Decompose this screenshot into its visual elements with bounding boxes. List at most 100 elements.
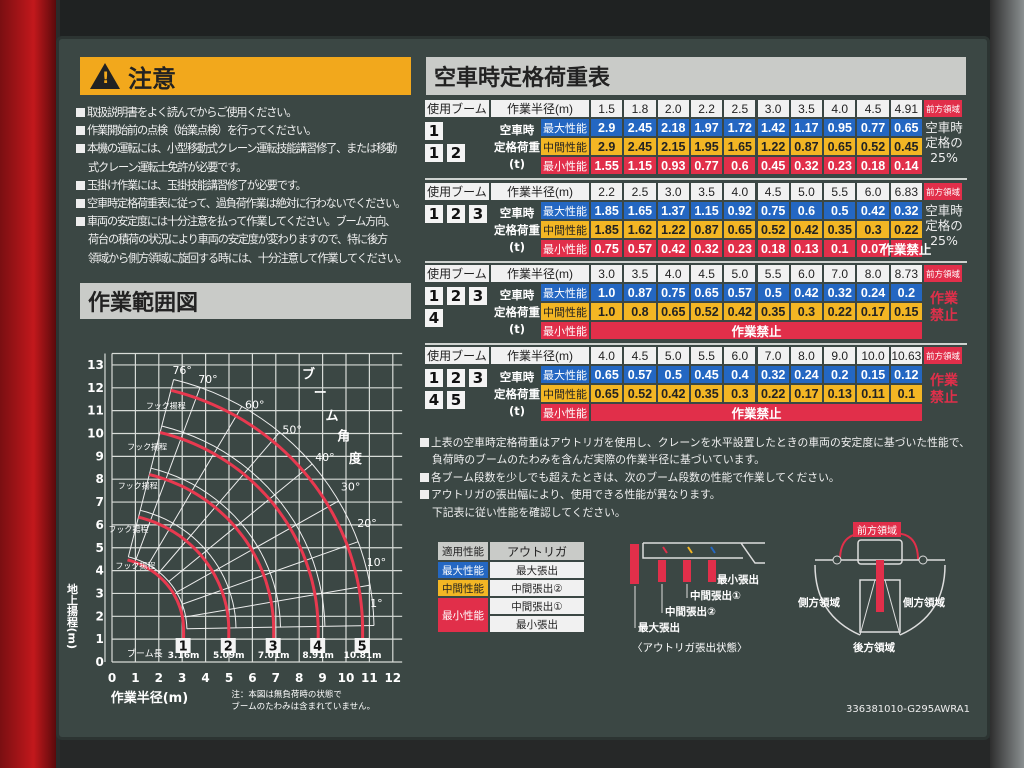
perf-label-mid: 中間性能: [541, 221, 589, 238]
load-value-mid: 0.42: [657, 385, 689, 402]
load-value-max: 0.5: [824, 202, 856, 219]
load-value-mid: 0.35: [757, 303, 789, 320]
load-value-max: 1.37: [657, 202, 689, 219]
radius-cell: 2.0: [657, 100, 689, 117]
warning-list: 取扱説明書をよく読んでからご使用ください。 作業開始前の点検（始業点検）を行って…: [76, 104, 416, 268]
radius-cell: 7.0: [757, 347, 789, 364]
load-value-mid: 0.22: [890, 221, 922, 238]
warning-item: 空車時定格荷重表に従って、過負荷作業は絶対に行わないでください。: [76, 195, 416, 213]
angle-label: 20°: [357, 517, 377, 530]
outrigger-label-max: 最大張出: [638, 622, 680, 634]
load-value-mid: 0.65: [657, 303, 689, 320]
warning-item-cont: 式クレーン運転士免許が必要です。: [88, 160, 247, 174]
load-value-max: 0.65: [591, 366, 623, 383]
boom-length: 5.09m: [213, 651, 245, 661]
radius-cell: 8.0: [790, 347, 823, 364]
legend-header-outrigger: アウトリガ: [490, 542, 584, 560]
radius-cell: 6.83: [890, 183, 922, 200]
boom-arc-1: [127, 558, 186, 639]
warning-item: 作業開始前の点検（始業点検）を行ってください。: [76, 122, 416, 140]
y-tick-label: 12: [87, 381, 104, 395]
load-value-max: 0.45: [690, 366, 723, 383]
perf-label-min: 最小性能: [541, 322, 589, 339]
load-value-max: 0.32: [757, 366, 789, 383]
radius-header: 作業半径(m): [491, 183, 589, 200]
radius-cell: 6.0: [790, 265, 823, 282]
boom-length: 7.01m: [258, 651, 290, 661]
x-tick-label: 9: [318, 671, 326, 685]
boom-angle-label: ム: [325, 409, 338, 424]
load-value-max: 0.32: [824, 284, 856, 301]
load-table: 使用ブーム 作業半径(m) 4.0 4.5 5.0 5.5 6.0 7.0 8.0 9.0 10.0…: [425, 347, 967, 427]
boom-length: 8.91m: [302, 651, 334, 661]
area-rear-label: 後方領域: [853, 642, 895, 654]
boom-arc-4: [159, 431, 320, 639]
radius-cell: 8.73: [890, 265, 922, 282]
boom-arc-3: [148, 473, 276, 639]
load-value-max: 2.9: [591, 119, 623, 136]
boom-number-box: [354, 638, 370, 654]
radius-cell: 5.0: [790, 183, 823, 200]
note-item: 上表の空車時定格荷重はアウトリガを使用し、クレーンを水平設置したときの車両の安定…: [420, 434, 970, 451]
note-item-cont: 下記表に従い性能を確認してください。: [432, 505, 626, 519]
side-note-line: 禁止: [930, 390, 958, 406]
background-top: [60, 0, 990, 40]
load-value-max: 0.42: [857, 202, 889, 219]
perf-label-mid: 中間性能: [541, 385, 589, 402]
x-tick-label: 6: [248, 671, 256, 685]
load-label-line: 空車時: [499, 370, 535, 384]
side-note-line: 25%: [930, 233, 958, 248]
background-machinery: [0, 0, 56, 768]
radius-cell: 9.0: [824, 347, 856, 364]
legend-perf-max: 最大性能: [438, 562, 488, 578]
load-value-max: 0.15: [857, 366, 889, 383]
load-value-max: 2.45: [624, 119, 656, 136]
load-value-max: 2.18: [657, 119, 689, 136]
boom-header: 使用ブーム: [425, 347, 489, 364]
boom-header: 使用ブーム: [425, 100, 489, 117]
boom-section-1: 1: [425, 205, 443, 223]
load-value-mid: 0.13: [824, 385, 856, 402]
warning-item: 車両の安定度には十分注意を払って作業してください。ブーム方向、: [76, 213, 416, 231]
radius-cell: 5.0: [657, 347, 689, 364]
perf-label-mid: 中間性能: [541, 138, 589, 155]
boom-header: 使用ブーム: [425, 265, 489, 282]
range-diagram: 13.16m25.09m37.01m48.91m510.81mフック揚程フック揚…: [66, 352, 403, 712]
perf-label-max: 最大性能: [541, 284, 589, 301]
boom-length-label: ブーム長: [127, 648, 163, 660]
load-label-line: (t): [508, 322, 525, 336]
radius-cell: 7.0: [824, 265, 856, 282]
load-value-max: 1.72: [724, 119, 756, 136]
warning-item: 本機の運転には、小型移動式クレーン運転技能講習修了、または移動: [76, 140, 416, 158]
boom-number: 1: [179, 640, 188, 655]
legend-header-perf: 適用性能: [438, 542, 488, 560]
angle-label: 76°: [172, 364, 192, 377]
side-note-line: 空車時: [925, 203, 963, 218]
load-value-mid: 1.22: [657, 221, 689, 238]
side-note-line: 定格の: [925, 218, 963, 233]
load-value-mid: 1.85: [591, 221, 623, 238]
boom-number: 4: [313, 640, 322, 655]
radius-cell: 3.5: [690, 183, 723, 200]
boom-angle-label: ー: [314, 386, 327, 401]
load-value-min: 0.6: [724, 157, 756, 174]
radius-cell: 4.91: [890, 100, 922, 117]
angle-label: 70°: [198, 373, 218, 386]
load-value-mid: 1.22: [757, 138, 789, 155]
perf-label-mid: 中間性能: [541, 303, 589, 320]
load-label: 空車時 定格荷重 (t): [491, 287, 543, 338]
boom-section-1: 1: [425, 369, 443, 387]
radius-cell: 3.0: [757, 100, 789, 117]
warning-triangle-icon: !: [90, 63, 120, 89]
hook-height-label: フック揚程: [146, 400, 186, 410]
boom-length: 10.81m: [344, 651, 382, 661]
radius-cell: 4.0: [824, 100, 856, 117]
load-value-mid: 0.1: [890, 385, 922, 402]
load-value-max: 1.17: [790, 119, 823, 136]
load-value-mid: 1.62: [624, 221, 656, 238]
perf-label-max: 最大性能: [541, 119, 589, 136]
y-tick-label: 8: [95, 472, 103, 486]
radius-cell: 10.0: [857, 347, 889, 364]
boom-section-2: 2: [447, 287, 465, 305]
load-value-min: 0.18: [757, 240, 789, 257]
